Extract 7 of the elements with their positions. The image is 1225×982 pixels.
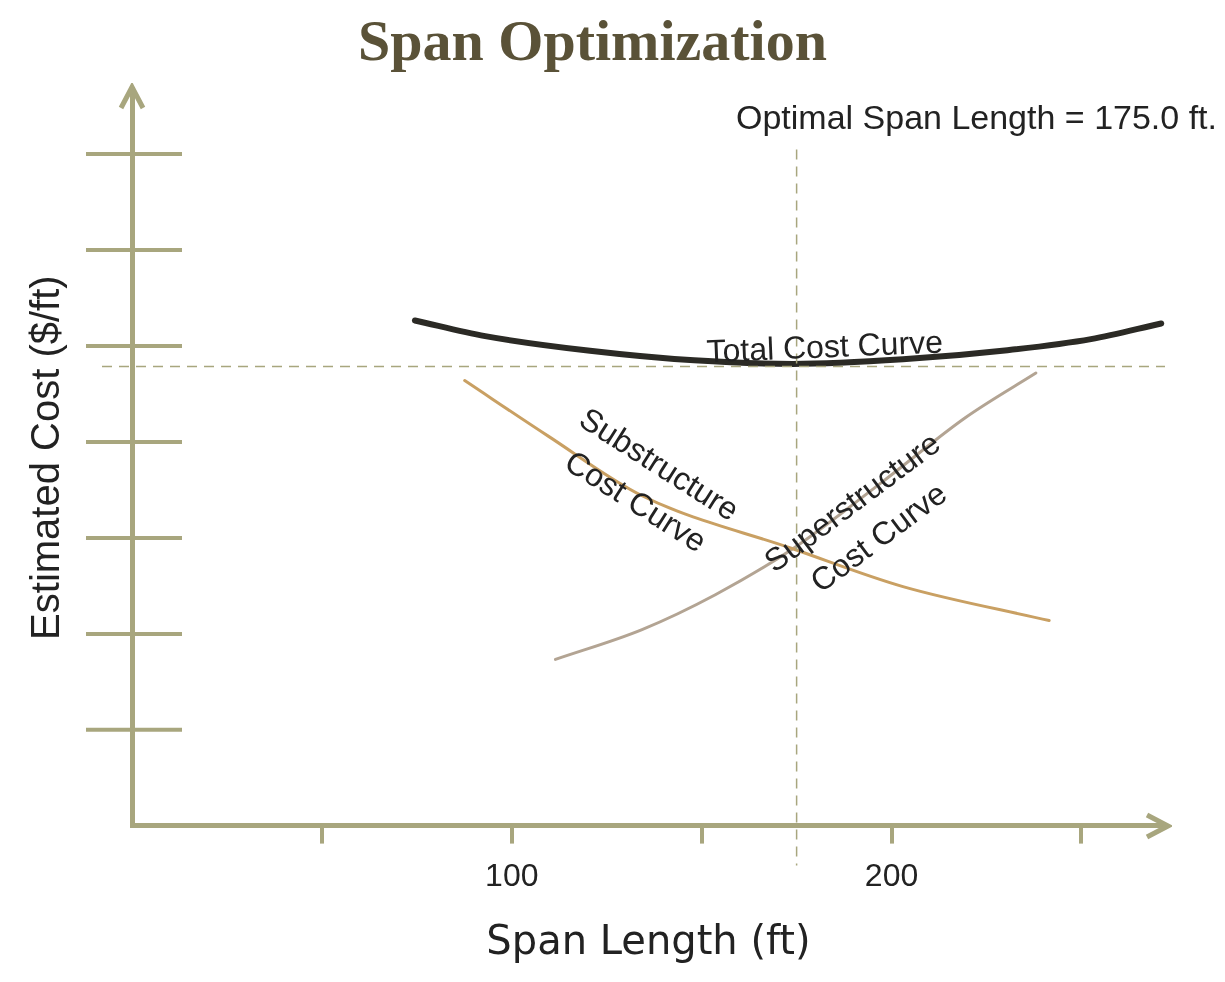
x-axis-title: Span Length (ft) <box>486 917 811 964</box>
x-tick-label: 100 <box>485 856 539 893</box>
series-label: Total Cost Curve <box>705 323 944 370</box>
ref-line-label: Optimal Span Length = 175.0 ft. <box>735 97 1217 136</box>
y-axis-title: Estimated Cost ($/ft) <box>23 275 68 640</box>
x-tick-label: 200 <box>864 856 919 893</box>
chart-title: Span Optimization <box>358 7 827 73</box>
